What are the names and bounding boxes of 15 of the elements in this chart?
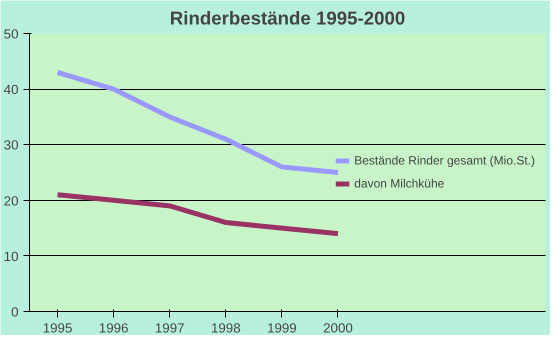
chart-title: Rinderbestände 1995-2000 bbox=[170, 8, 406, 28]
y-tick-label: 40 bbox=[4, 82, 19, 98]
y-tick-label: 10 bbox=[4, 248, 19, 264]
x-tick-label: 2000 bbox=[323, 320, 353, 336]
x-tick-label: 1998 bbox=[210, 320, 241, 336]
y-tick-label: 0 bbox=[11, 304, 19, 320]
x-tick-label: 1995 bbox=[42, 320, 72, 336]
x-tick-label: 1997 bbox=[154, 320, 185, 336]
x-tick-label: 1996 bbox=[98, 320, 128, 336]
legend-label: davon Milchkühe bbox=[354, 176, 444, 190]
y-tick-label: 30 bbox=[4, 138, 19, 153]
y-tick-label: 50 bbox=[4, 26, 19, 42]
y-tick-label: 20 bbox=[4, 193, 19, 208]
legend-label: Bestände Rinder gesamt (Mio.St.) bbox=[354, 154, 535, 168]
x-tick-label: 1999 bbox=[267, 320, 297, 336]
